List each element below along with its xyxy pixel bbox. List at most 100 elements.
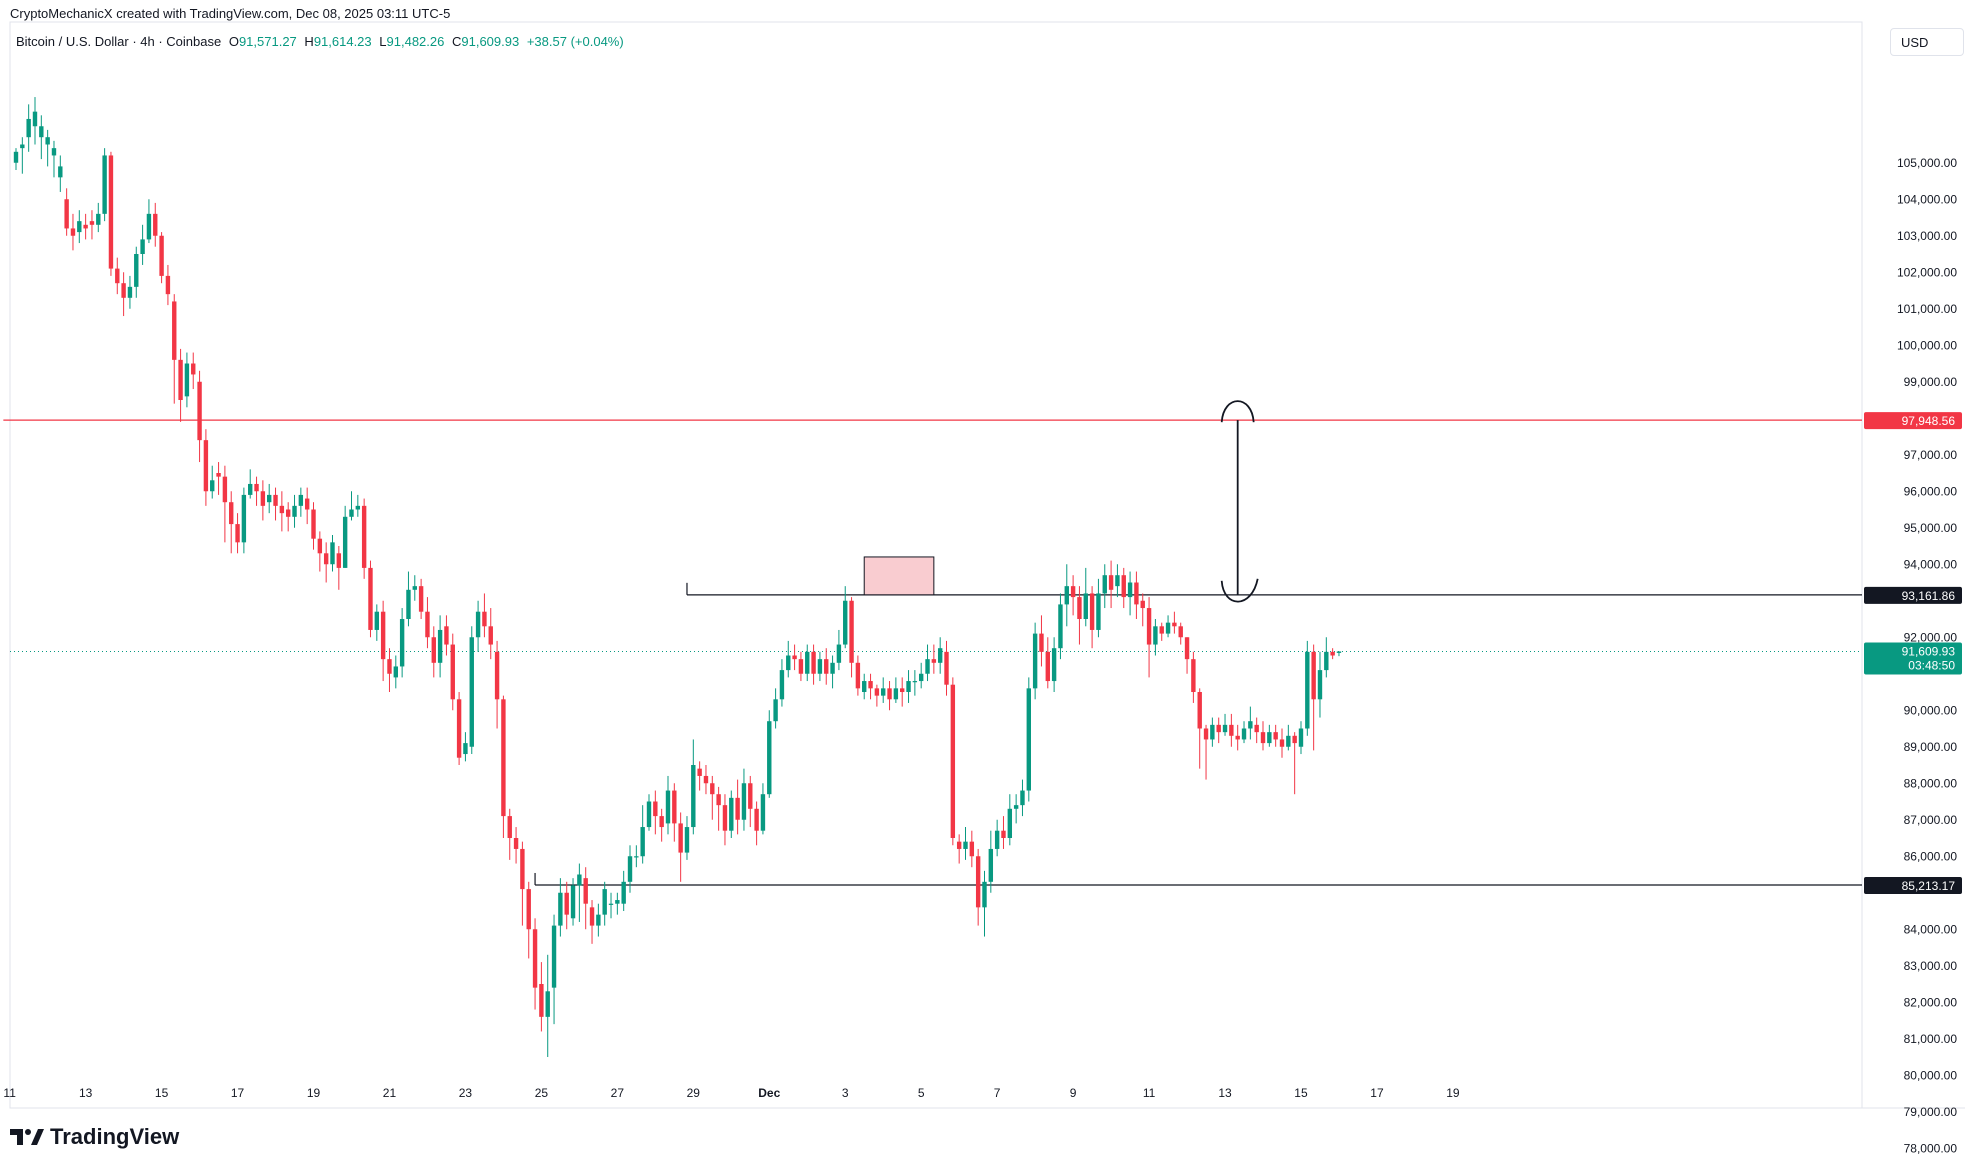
candle-body [545, 991, 550, 1017]
candle-body [1026, 688, 1031, 791]
x-tick-label: 5 [918, 1086, 925, 1100]
candle-body [881, 688, 886, 696]
candle-body [45, 137, 50, 145]
candle-body [475, 611, 481, 638]
candle-body [950, 684, 956, 838]
candle-body [824, 659, 829, 674]
candle-body [551, 925, 557, 988]
candle-body [248, 483, 253, 495]
y-tick-label: 94,000.00 [1904, 557, 1958, 571]
candle-body [1134, 582, 1139, 605]
candle-body [1241, 728, 1247, 740]
y-tick-label: 80,000.00 [1904, 1068, 1958, 1082]
candle-body [1286, 735, 1291, 747]
candle-body [431, 637, 436, 663]
candle-body [1330, 651, 1335, 656]
candle-body [70, 228, 76, 236]
candle-body [640, 827, 645, 857]
candle-body [463, 743, 468, 755]
candle-body [1216, 724, 1221, 733]
candle-body [64, 199, 69, 229]
candle-body [229, 502, 234, 525]
measure-arrow-top-cap [1220, 400, 1255, 423]
candle-body [760, 794, 766, 831]
candle-body [798, 659, 804, 674]
candle-body [716, 794, 721, 806]
candle-body [994, 830, 1000, 849]
candle-body [406, 589, 411, 619]
candle-body [374, 611, 380, 630]
candle-body [539, 984, 544, 1017]
candle-body [956, 841, 962, 849]
candle-body [710, 783, 715, 795]
high-label: H [304, 34, 314, 49]
candle-body [843, 600, 848, 645]
candle-body [558, 892, 563, 926]
candle-body [621, 881, 626, 904]
candle-body [323, 553, 329, 565]
range-low-price-tag [1864, 876, 1962, 894]
candle-body [349, 509, 354, 517]
candle-body [412, 586, 417, 590]
candle-body [1077, 597, 1082, 619]
resistance-price-tag [1864, 412, 1962, 430]
candle-body [39, 126, 44, 138]
candle-body [1064, 586, 1069, 605]
x-tick-label: 29 [687, 1086, 701, 1100]
candle-body [659, 816, 664, 828]
candle-body [330, 542, 335, 565]
candle-body [849, 600, 854, 663]
y-tick-label: 82,000.00 [1904, 995, 1958, 1009]
candle-body [1191, 659, 1196, 692]
candle-body [197, 381, 202, 441]
y-tick-label: 79,000.00 [1904, 1105, 1958, 1119]
candle-body [792, 655, 797, 660]
symbol-title[interactable]: Bitcoin / U.S. Dollar · 4h · Coinbase [16, 34, 222, 49]
candle-body [380, 611, 386, 660]
candle-body [653, 801, 658, 817]
symbol-legend: Bitcoin / U.S. Dollar · 4h · Coinbase O9… [16, 34, 624, 49]
candle-body [165, 275, 171, 295]
candle-body [564, 892, 569, 915]
candle-body [387, 659, 392, 674]
plot-area [9, 21, 1863, 1109]
x-tick-label: 7 [994, 1086, 1001, 1100]
y-tick-label: 90,000.00 [1904, 703, 1958, 717]
candle-body [1222, 724, 1228, 733]
candle-body [102, 155, 107, 214]
range-high-price-label: 93,161.86 [1902, 589, 1956, 603]
candle-body [20, 144, 25, 149]
candle-body [1298, 728, 1304, 747]
chart-credit: CryptoMechanicX created with TradingView… [10, 6, 451, 21]
candle-body [456, 699, 462, 758]
y-tick-label: 97,000.00 [1904, 448, 1958, 462]
candle-body [672, 790, 677, 824]
candle-body [1279, 739, 1285, 747]
candle-body [1140, 600, 1145, 609]
candle-body [729, 797, 734, 831]
candle-body [1020, 790, 1025, 806]
candle-body [817, 659, 823, 674]
candle-body [634, 856, 639, 858]
brand-name: TradingView [50, 1124, 180, 1149]
candle-body [513, 838, 519, 849]
candle-body [488, 626, 493, 645]
candle-body [906, 681, 911, 692]
candle-body [469, 637, 474, 747]
candle-body [1032, 633, 1038, 689]
candle-body [58, 166, 63, 178]
candle-body [235, 524, 240, 543]
candle-body [1127, 582, 1133, 598]
close-label: C [451, 34, 462, 49]
tradingview-brand[interactable]: TradingView [10, 1124, 179, 1150]
candle-body [298, 494, 304, 506]
x-tick-label: 15 [1294, 1086, 1308, 1100]
candle-body [786, 655, 791, 671]
x-tick-label: 17 [1370, 1086, 1384, 1100]
candle-body [1121, 575, 1126, 598]
candle-body [1115, 575, 1120, 587]
candle-body [32, 111, 38, 127]
candle-body [260, 491, 266, 506]
currency-selector[interactable]: USD [1890, 28, 1964, 56]
